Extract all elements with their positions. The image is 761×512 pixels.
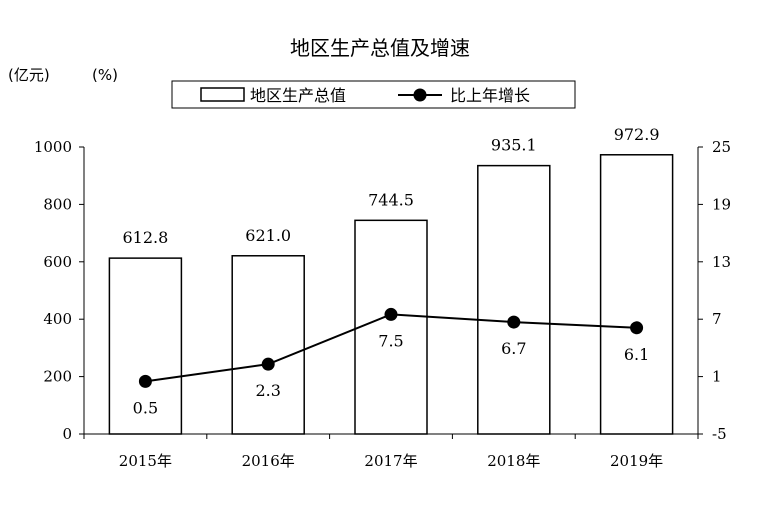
x-tick-label: 2019年 [610, 452, 663, 470]
bar-value-label: 744.5 [368, 190, 414, 209]
right-axis-unit: (%) [92, 66, 118, 84]
growth-point [138, 374, 152, 388]
bar-value-label: 612.8 [122, 228, 168, 247]
left-axis-unit: (亿元) [8, 66, 50, 84]
x-tick-label: 2018年 [487, 452, 540, 470]
right-tick-label: 19 [712, 195, 731, 213]
legend-label-growth: 比上年增长 [450, 86, 530, 105]
growth-point [261, 357, 275, 371]
growth-point [384, 307, 398, 321]
left-tick-label: 200 [43, 368, 72, 386]
right-tick-label: 7 [712, 310, 722, 328]
left-tick-label: 1000 [34, 138, 72, 156]
bar-value-label: 972.9 [614, 125, 660, 144]
legend: 地区生产总值 比上年增长 [171, 80, 576, 109]
bar-value-label: 935.1 [491, 136, 537, 155]
growth-point [507, 315, 521, 329]
growth-value-label: 2.3 [255, 381, 280, 400]
bar [354, 219, 428, 435]
left-tick-label: 0 [62, 425, 72, 443]
legend-bar-swatch [200, 87, 245, 102]
growth-value-label: 0.5 [133, 398, 158, 417]
x-tick-label: 2017年 [364, 452, 417, 470]
right-tick-label: 13 [712, 253, 731, 271]
bar [599, 154, 674, 435]
right-tick-label: -5 [712, 425, 727, 443]
data-labels: 612.8 621.0 744.5 935.1 972.9 0.5 2.3 7.5 6.7 6.1 [122, 125, 659, 418]
growth-value-label: 7.5 [378, 331, 403, 350]
bar [477, 164, 551, 435]
x-tick-label: 2015年 [119, 452, 172, 470]
legend-marker [413, 88, 427, 102]
bar-value-label: 621.0 [245, 226, 291, 245]
right-tick-label: 25 [712, 138, 731, 156]
left-tick-label: 800 [43, 195, 72, 213]
axes: 0 200 400 600 800 1000 -5 1 7 13 19 25 2015年 2016年 201… [34, 138, 731, 470]
growth-value-label: 6.7 [501, 339, 526, 358]
growth-line-series [138, 307, 644, 388]
bars [108, 154, 674, 435]
growth-value-label: 6.1 [624, 345, 649, 364]
chart-title: 地区生产总值及增速 [290, 36, 470, 60]
growth-point [630, 321, 644, 335]
left-tick-label: 400 [43, 310, 72, 328]
bar [108, 257, 183, 435]
legend-label-gdp: 地区生产总值 [250, 86, 346, 105]
right-tick-label: 1 [712, 368, 722, 386]
left-tick-label: 600 [43, 253, 72, 271]
bar [231, 255, 305, 435]
x-tick-label: 2016年 [242, 452, 295, 470]
